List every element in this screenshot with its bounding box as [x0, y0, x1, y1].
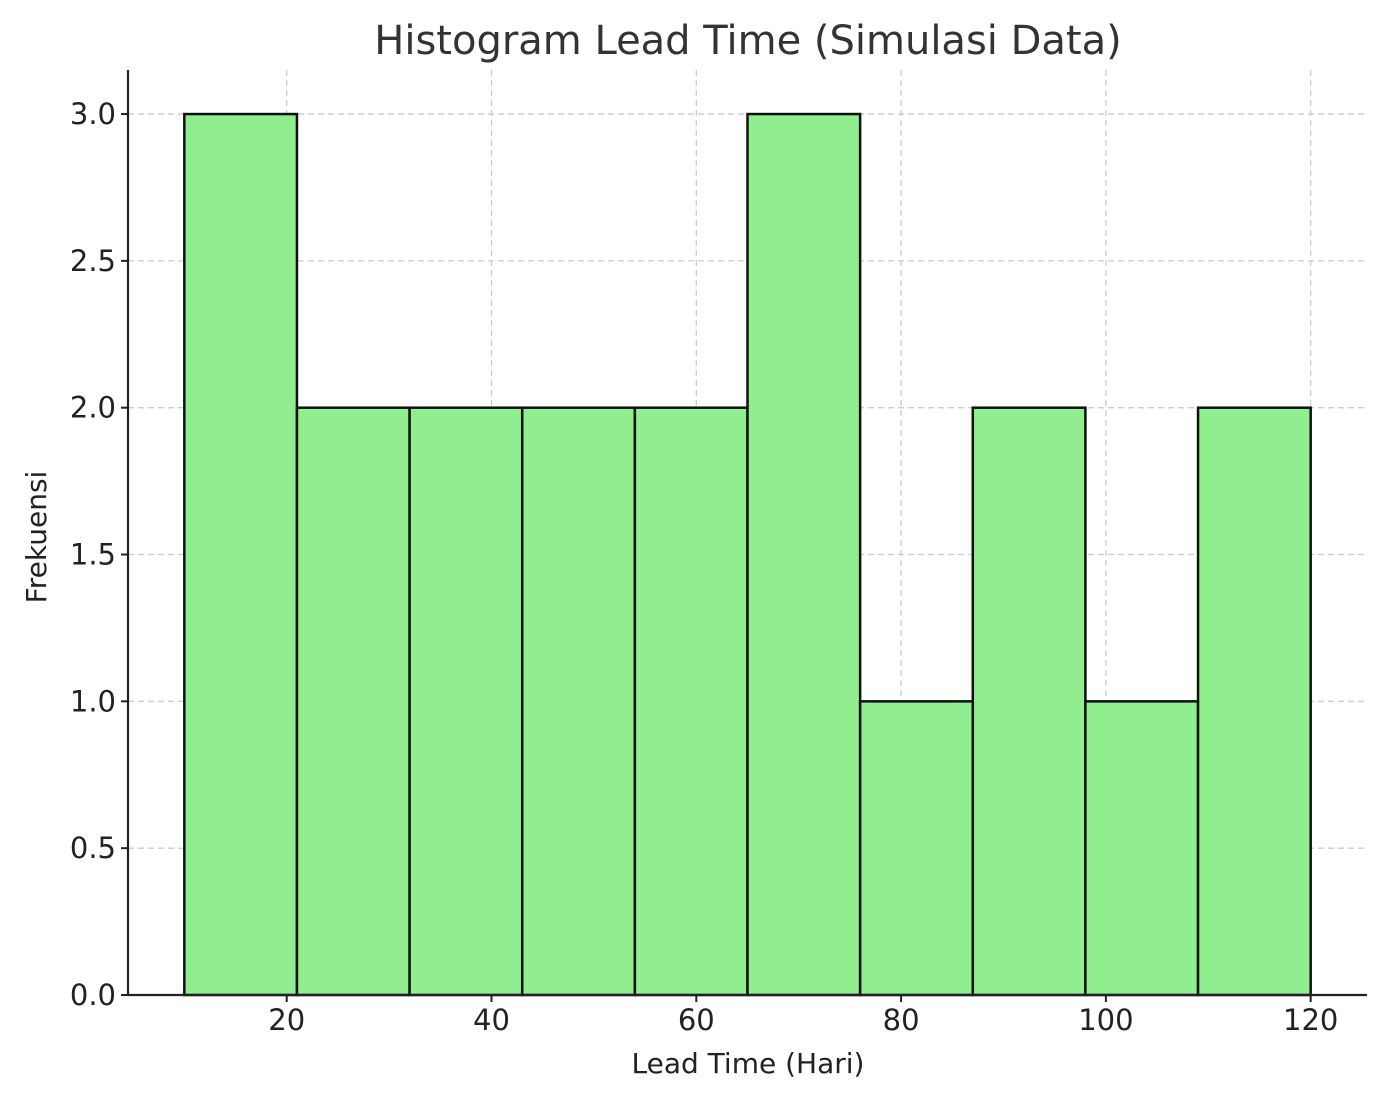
axis-layer	[126, 70, 1367, 997]
x-axis-label: Lead Time (Hari)	[632, 1047, 865, 1080]
x-tick-label-1: 40	[473, 1003, 510, 1037]
y-tick-label-1: 0.5	[70, 831, 116, 865]
y-tick-label-2: 1.0	[70, 684, 116, 718]
x-tick-label-4: 100	[1078, 1003, 1133, 1037]
x-tick-label-3: 80	[883, 1003, 920, 1037]
y-tick-label-0: 0.0	[70, 978, 116, 1012]
y-tick-label-5: 2.5	[70, 244, 116, 278]
histogram-bar-9	[1196, 406, 1312, 997]
histogram-bar-3	[520, 406, 637, 997]
y-tick-label-3: 1.5	[70, 538, 116, 572]
x-tick-label-5: 120	[1283, 1003, 1338, 1037]
histogram-bar-6	[858, 700, 975, 997]
histogram-bar-2	[408, 406, 524, 997]
histogram-bar-5	[746, 112, 862, 997]
tick-layer: 20 40 60 80 100 120 0.0 0.5 1.0 1.5 2.0 2.5 3.0	[70, 97, 1338, 1037]
x-tick-label-0: 20	[268, 1003, 305, 1037]
histogram-bar-1	[295, 406, 411, 997]
histogram-bar-7	[971, 406, 1087, 997]
x-tick-label-2: 60	[678, 1003, 715, 1037]
histogram-bar-8	[1084, 700, 1200, 997]
bar-layer	[183, 112, 1312, 997]
y-axis-label: Frekuensi	[20, 471, 53, 604]
histogram-bar-4	[633, 406, 749, 997]
y-tick-label-6: 3.0	[70, 97, 116, 131]
chart-title: Histogram Lead Time (Simulasi Data)	[374, 18, 1121, 64]
histogram-bar-0	[183, 112, 299, 997]
y-tick-label-4: 2.0	[70, 391, 116, 425]
